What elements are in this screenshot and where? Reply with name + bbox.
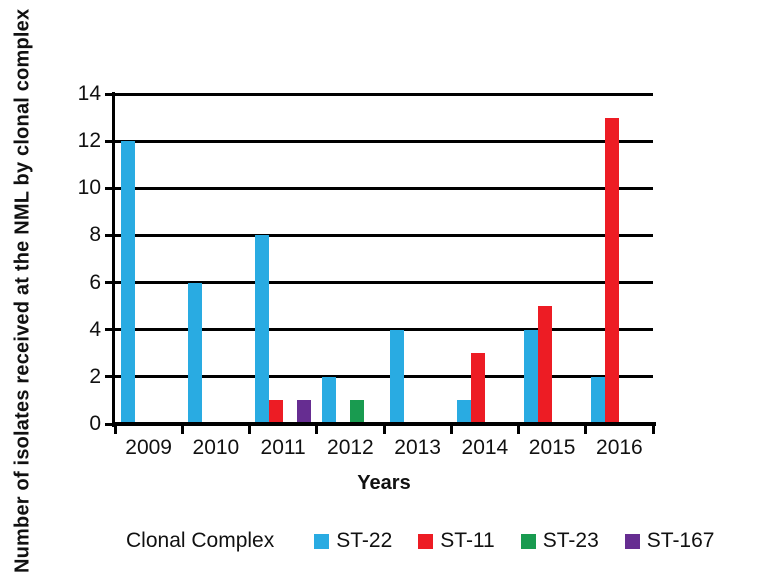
x-tick-6	[517, 426, 520, 434]
bar-ST-22-2009	[120, 141, 135, 422]
legend-item-ST-167: ST-167	[624, 529, 715, 553]
bar-ST-11-2011	[269, 400, 284, 422]
y-tick-2	[105, 375, 115, 379]
bar-ST-22-2012	[322, 376, 337, 422]
x-tick-label-2012: 2012	[327, 436, 374, 459]
y-tick-label-6: 6	[89, 270, 101, 294]
y-tick-label-2: 2	[89, 364, 101, 388]
legend-swatch-icon	[520, 533, 536, 549]
x-tick-label-2010: 2010	[192, 436, 240, 459]
y-axis-line	[112, 92, 115, 427]
y-tick-8	[105, 233, 115, 237]
bar-ST-11-2016	[605, 117, 620, 422]
gridline-12	[115, 139, 653, 143]
legend-swatch-icon	[624, 533, 640, 549]
gridline-8	[115, 233, 653, 237]
legend-title: Clonal Complex	[126, 529, 275, 552]
y-tick-label-0: 0	[89, 412, 101, 435]
legend: Clonal Complex ST-22 ST-11 ST-23 ST-167	[126, 529, 740, 553]
bar-ST-167-2011	[297, 400, 312, 422]
x-tick-3	[315, 426, 319, 434]
x-tick-label-2013: 2013	[394, 436, 441, 459]
bar-ST-22-2013	[389, 329, 404, 422]
y-tick-10	[105, 186, 115, 190]
legend-swatch-icon	[418, 533, 434, 549]
bar-ST-23-2012	[350, 400, 365, 422]
y-tick-6	[105, 281, 115, 285]
y-tick-label-8: 8	[89, 223, 101, 247]
x-axis-title: Years	[357, 472, 411, 494]
gridline-6	[115, 281, 653, 285]
bar-ST-22-2010	[187, 282, 202, 422]
gridline-2	[115, 375, 653, 379]
x-tick-2	[248, 426, 251, 434]
legend-item-ST-22: ST-22	[314, 529, 392, 553]
bar-ST-11-2015	[538, 306, 553, 422]
y-tick-label-14: 14	[77, 82, 101, 105]
x-tick-label-2009: 2009	[125, 436, 172, 459]
bar-ST-22-2011	[255, 235, 270, 422]
bar-ST-22-2016	[591, 376, 606, 422]
legend-swatch-icon	[314, 533, 330, 549]
x-tick-label-2015: 2015	[528, 436, 576, 459]
y-tick-14	[105, 92, 115, 96]
legend-label: ST-22	[336, 529, 393, 552]
y-tick-0	[105, 422, 115, 426]
x-tick-5	[449, 426, 453, 434]
legend-items: ST-22 ST-11 ST-23 ST-167	[314, 529, 740, 553]
y-axis-title: Number of isolates received at the NML b…	[11, 8, 34, 574]
legend-label: ST-23	[542, 529, 599, 552]
y-tick-label-4: 4	[89, 317, 101, 341]
y-tick-12	[105, 139, 115, 143]
legend-item-ST-11: ST-11	[418, 529, 495, 553]
gridline-10	[115, 186, 653, 190]
x-tick-4	[382, 426, 386, 434]
y-tick-label-10: 10	[77, 176, 101, 200]
gridline-14	[115, 92, 653, 96]
y-tick-label-12: 12	[77, 129, 101, 153]
bar-ST-22-2014	[456, 400, 471, 422]
legend-label: ST-167	[646, 529, 715, 552]
x-tick-label-2014: 2014	[461, 436, 509, 459]
x-axis-line	[112, 422, 656, 426]
x-tick-label-2016: 2016	[596, 436, 643, 459]
gridline-4	[115, 328, 653, 332]
bar-ST-22-2015	[524, 329, 539, 422]
x-tick-7	[584, 426, 588, 434]
legend-label: ST-11	[440, 529, 495, 552]
x-tick-1	[180, 426, 184, 434]
x-tick-label-2011: 2011	[260, 436, 306, 459]
legend-item-ST-23: ST-23	[520, 529, 599, 553]
x-tick-8	[651, 426, 655, 434]
x-tick-0	[113, 426, 117, 434]
y-tick-4	[105, 328, 115, 332]
bar-ST-11-2014	[470, 353, 485, 422]
